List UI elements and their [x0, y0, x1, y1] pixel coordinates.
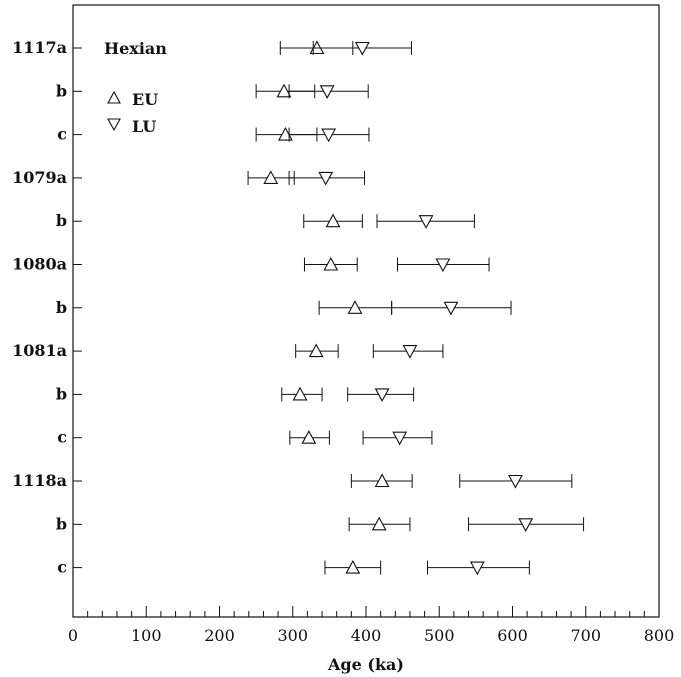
y-tick-label: 1080a — [12, 255, 67, 274]
marker-lu — [469, 561, 485, 576]
x-tick-label: 700 — [570, 626, 601, 645]
y-tick-label: 1081a — [12, 341, 67, 360]
marker-lu — [392, 431, 408, 446]
marker-lu — [354, 41, 370, 56]
marker-lu — [374, 388, 390, 403]
x-tick-label: 400 — [351, 626, 382, 645]
x-tick-label: 100 — [131, 626, 162, 645]
y-tick-label: 1118a — [12, 471, 67, 490]
x-tick-label: 500 — [424, 626, 455, 645]
x-tick-label: 600 — [497, 626, 528, 645]
plot-frame — [72, 4, 660, 618]
marker-eu — [345, 559, 361, 574]
y-tick-label: c — [57, 558, 67, 577]
legend-marker-lu — [107, 118, 121, 132]
data-marks — [247, 40, 585, 576]
marker-lu — [435, 258, 451, 273]
marker-lu — [321, 128, 337, 143]
marker-lu — [319, 85, 335, 99]
marker-lu — [443, 301, 459, 316]
y-tick-label: b — [56, 298, 67, 317]
y-tick-label: 1117a — [12, 38, 67, 57]
x-tick-label: 0 — [68, 626, 78, 645]
y-tick-label: b — [56, 514, 67, 533]
legend-label-lu: LU — [132, 117, 156, 136]
y-tick-label: c — [57, 428, 67, 447]
marker-eu — [292, 386, 308, 401]
y-tick-label: b — [56, 81, 67, 100]
legend-label-eu: EU — [132, 90, 158, 109]
x-axis-label: Age (ka) — [327, 655, 404, 674]
y-tick-label: 1079a — [12, 168, 67, 187]
legend: EU LU — [107, 90, 158, 136]
legend-marker-eu — [107, 90, 121, 104]
marker-eu — [323, 256, 339, 271]
x-axis: 0 100 200 300 400 500 600 700 800 — [68, 606, 674, 645]
marker-lu — [518, 518, 534, 532]
chart-annotation: Hexian — [104, 39, 167, 58]
x-tick-label: 800 — [644, 626, 675, 645]
marker-eu — [374, 473, 390, 488]
marker-eu — [276, 83, 292, 98]
x-tick-label: 300 — [277, 626, 308, 645]
marker-eu — [347, 300, 363, 314]
y-tick-label: b — [56, 384, 67, 403]
marker-eu — [301, 430, 317, 444]
y-axis: 1117a b c 1079a b 1080a b 1081a b c 1118a b c — [12, 38, 82, 577]
y-tick-label: b — [56, 211, 67, 230]
marker-lu — [318, 171, 334, 186]
marker-eu — [308, 343, 324, 358]
marker-lu — [402, 345, 418, 359]
marker-eu — [325, 213, 341, 228]
marker-eu — [263, 170, 279, 184]
marker-lu — [508, 474, 523, 489]
x-tick-label: 200 — [204, 626, 235, 645]
y-tick-label: c — [57, 125, 67, 144]
marker-eu — [371, 516, 387, 531]
marker-lu — [418, 215, 434, 229]
